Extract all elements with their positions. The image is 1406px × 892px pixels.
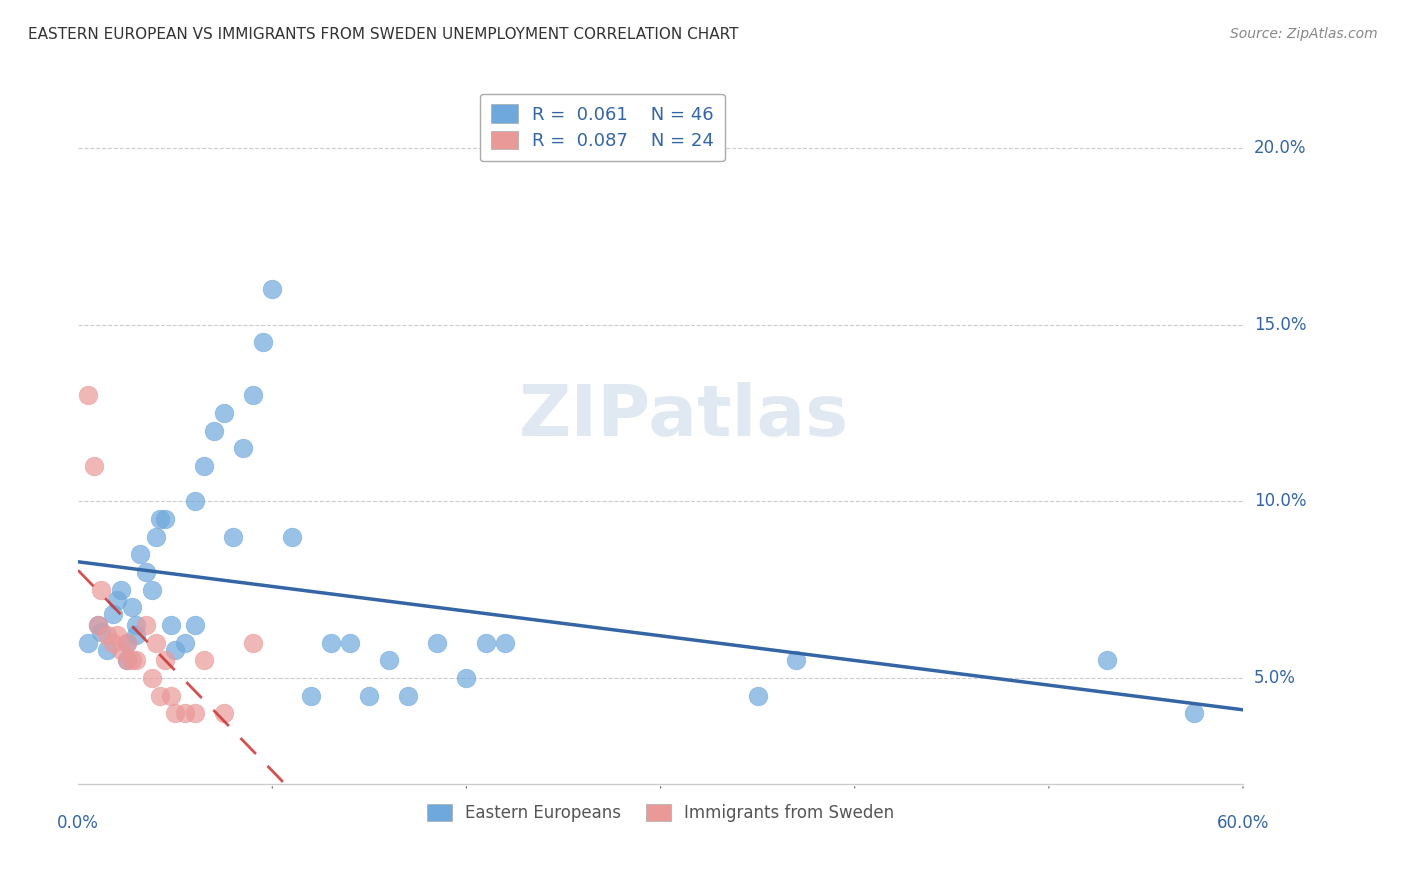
Point (160, 618, 183, 632)
Point (135, 565, 157, 579)
Text: EASTERN EUROPEAN VS IMMIGRANTS FROM SWEDEN UNEMPLOYMENT CORRELATION CHART: EASTERN EUROPEAN VS IMMIGRANTS FROM SWED… (28, 27, 738, 42)
Point (83, 458, 105, 473)
Point (212, 406, 235, 420)
Point (183, 494, 205, 508)
Point (232, 442, 254, 456)
Point (165, 706, 187, 721)
Point (359, 689, 381, 703)
Text: ZIPatlas: ZIPatlas (519, 382, 849, 451)
Point (86, 618, 108, 632)
Point (252, 335, 274, 350)
Point (125, 618, 148, 632)
Point (155, 653, 177, 667)
Point (155, 512, 177, 526)
Point (280, 530, 302, 544)
Point (145, 530, 167, 544)
Point (165, 642, 187, 657)
Point (193, 458, 215, 473)
Point (96, 642, 118, 657)
Point (475, 635, 498, 649)
Point (378, 653, 401, 667)
Point (396, 689, 419, 703)
Text: 15.0%: 15.0% (1254, 316, 1306, 334)
Point (426, 635, 449, 649)
Point (141, 671, 163, 685)
Point (160, 689, 183, 703)
Point (339, 635, 361, 649)
Point (110, 582, 132, 597)
Point (96, 628, 118, 642)
Point (785, 653, 807, 667)
Point (456, 671, 478, 685)
Point (242, 388, 264, 402)
Point (101, 607, 124, 622)
Point (86, 618, 108, 632)
Point (299, 689, 322, 703)
Point (174, 635, 197, 649)
Point (110, 642, 132, 657)
Text: Source: ZipAtlas.com: Source: ZipAtlas.com (1230, 27, 1378, 41)
Point (115, 653, 138, 667)
Point (193, 653, 215, 667)
Point (121, 653, 143, 667)
Text: 10.0%: 10.0% (1254, 492, 1306, 510)
Point (145, 635, 167, 649)
Point (212, 706, 235, 721)
Text: 5.0%: 5.0% (1254, 669, 1296, 687)
Point (222, 530, 245, 544)
Point (183, 706, 205, 721)
Point (76, 635, 98, 649)
Point (183, 618, 205, 632)
Point (174, 706, 197, 721)
Point (262, 282, 284, 296)
Point (149, 512, 172, 526)
Point (319, 635, 342, 649)
Y-axis label: Unemployment: Unemployment (37, 367, 55, 494)
Text: 0.0%: 0.0% (58, 814, 98, 832)
Point (121, 600, 143, 615)
Point (242, 635, 264, 649)
Point (202, 424, 225, 438)
Point (105, 628, 128, 642)
Point (125, 653, 148, 667)
Point (149, 689, 172, 703)
Point (129, 547, 152, 561)
Point (1095, 653, 1118, 667)
Point (494, 635, 516, 649)
Point (135, 618, 157, 632)
Text: 20.0%: 20.0% (1254, 139, 1306, 157)
Point (115, 635, 138, 649)
Legend: Eastern Europeans, Immigrants from Sweden: Eastern Europeans, Immigrants from Swede… (416, 794, 904, 832)
Point (141, 582, 163, 597)
Point (1184, 706, 1206, 721)
Point (105, 593, 128, 607)
Point (76, 388, 98, 402)
Point (125, 628, 148, 642)
Point (90, 582, 112, 597)
Point (90, 624, 112, 639)
Point (115, 635, 138, 649)
Text: 60.0%: 60.0% (1216, 814, 1270, 832)
Point (101, 635, 124, 649)
Point (115, 653, 138, 667)
Point (747, 689, 769, 703)
